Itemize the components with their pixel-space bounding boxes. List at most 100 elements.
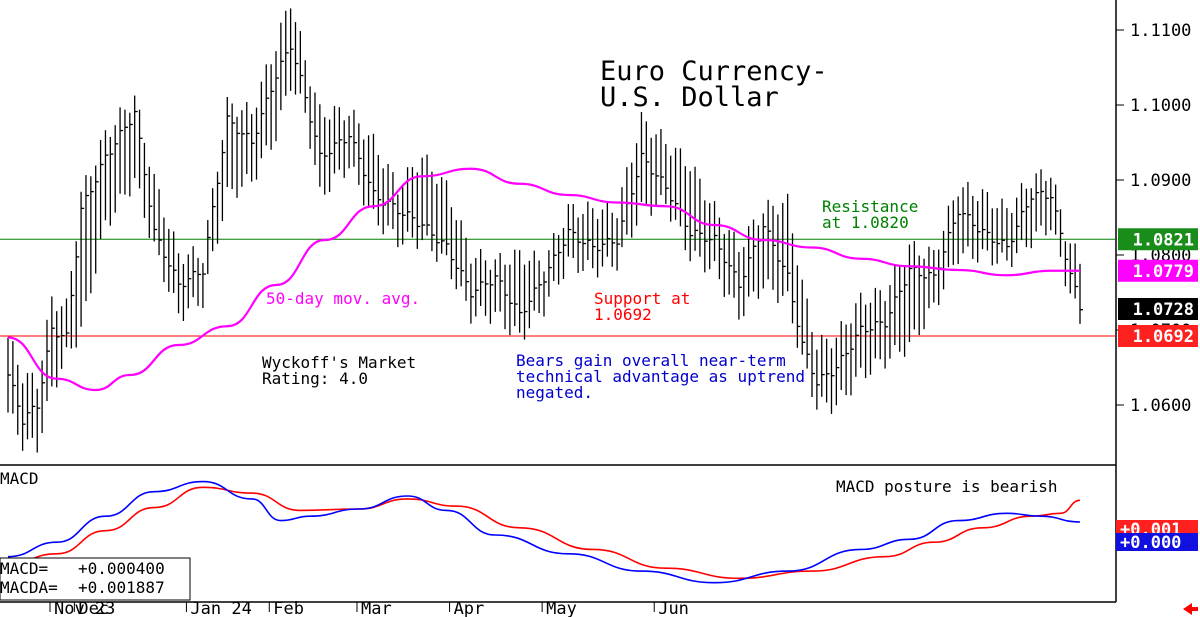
price-bar-125 — [616, 218, 621, 271]
rating-line1: Wyckoff's Market — [262, 353, 416, 372]
price-bar-109 — [538, 260, 543, 314]
last-price-tag-label: 1.0728 — [1133, 300, 1194, 320]
price-bar-130 — [640, 112, 645, 203]
price-bar-56 — [280, 22, 284, 111]
price-bar-121 — [596, 218, 601, 278]
price-bar-37 — [187, 254, 192, 309]
comment-line2: technical advantage as uptrend — [516, 367, 805, 386]
price-bar-48 — [241, 110, 245, 187]
price-bar-192 — [942, 230, 947, 290]
price-bar-117 — [577, 217, 582, 273]
price-bar-179 — [879, 290, 884, 360]
price-bar-170 — [835, 337, 840, 406]
price-bar-159 — [782, 202, 786, 296]
price-bar-51 — [255, 107, 260, 180]
price-bar-149 — [733, 231, 738, 298]
last-price-tag: 1.0728 — [1118, 298, 1198, 320]
price-bar-132 — [650, 137, 655, 216]
price-bar-157 — [772, 205, 777, 290]
price-bar-88 — [436, 183, 440, 262]
price-bar-124 — [611, 212, 616, 267]
price-bar-203 — [996, 208, 1001, 264]
moving-average-label: 50-day mov. avg. — [266, 289, 420, 308]
price-bar-199 — [977, 201, 981, 263]
price-bar-174 — [855, 303, 859, 377]
price-bar-217 — [1064, 241, 1069, 287]
price-bar-160 — [786, 193, 791, 292]
price-bar-23 — [119, 107, 124, 194]
macd-readout-box — [0, 557, 191, 601]
price-bar-184 — [903, 265, 908, 357]
price-bar-173 — [850, 323, 854, 396]
price-bars — [7, 8, 1083, 453]
price-bar-73 — [363, 139, 367, 206]
macda-readout-label: MACDA= — [0, 578, 58, 597]
price-bar-212 — [1040, 169, 1045, 226]
price-bar-19 — [99, 140, 104, 240]
price-bar-45 — [226, 96, 231, 187]
price-bar-165 — [811, 332, 815, 398]
price-bar-28 — [143, 142, 148, 218]
support-annotation-line2: 1.0692 — [594, 305, 652, 324]
price-bar-54 — [270, 64, 275, 150]
price-bar-100 — [494, 259, 499, 312]
price-bar-36 — [182, 263, 187, 321]
price-bar-105 — [518, 250, 523, 333]
price-bar-80 — [397, 194, 401, 248]
price-bar-213 — [1045, 180, 1049, 236]
price-bar-181 — [889, 285, 893, 359]
price-bar-64 — [319, 104, 323, 187]
resistance-price-tag: 1.0821 — [1118, 228, 1198, 251]
scroll-left-arrow-icon[interactable] — [1183, 603, 1198, 615]
price-bar-164 — [806, 298, 811, 369]
price-bar-95 — [470, 263, 474, 324]
price-bar-143 — [704, 200, 708, 273]
price-bar-55 — [275, 51, 279, 142]
price-tick-label-2: 1.0900 — [1130, 171, 1191, 191]
price-bar-82 — [406, 167, 411, 232]
price-bar-193 — [947, 205, 952, 268]
resistance-annotation-line1: Resistance — [822, 197, 918, 216]
price-bar-163 — [801, 279, 806, 355]
price-bar-60 — [299, 31, 304, 94]
price-bar-58 — [289, 8, 294, 91]
price-bar-40 — [202, 263, 206, 309]
price-bar-167 — [821, 334, 825, 397]
price-bar-207 — [1016, 197, 1020, 254]
month-label-2: Jan 24 — [190, 599, 251, 617]
price-bar-94 — [465, 237, 470, 301]
price-bar-129 — [635, 143, 640, 226]
price-bar-1 — [12, 341, 16, 414]
price-bar-49 — [246, 102, 250, 175]
price-bar-17 — [90, 176, 94, 294]
price-bar-146 — [718, 217, 723, 280]
price-bar-69 — [343, 120, 348, 178]
price-bar-11 — [60, 306, 65, 369]
price-bar-63 — [314, 92, 318, 165]
price-bar-62 — [309, 86, 314, 149]
price-bar-8 — [46, 319, 50, 402]
price-bar-115 — [567, 204, 572, 257]
price-bar-0 — [7, 337, 11, 413]
price-bar-144 — [709, 203, 713, 270]
price-bar-216 — [1059, 209, 1064, 257]
price-bar-204 — [1001, 198, 1006, 253]
price-bar-110 — [543, 271, 547, 317]
price-bar-210 — [1030, 188, 1035, 249]
chart-title-line2: U.S. Dollar — [600, 82, 779, 113]
moving-average-tag-label: 1.0779 — [1133, 262, 1194, 282]
price-bar-84 — [416, 172, 421, 249]
price-bar-22 — [114, 125, 119, 213]
price-bar-71 — [353, 109, 357, 167]
price-bar-5 — [31, 372, 36, 438]
moving-average-line — [7, 167, 1080, 392]
price-bar-102 — [504, 264, 509, 330]
price-bar-90 — [445, 180, 450, 256]
price-bar-101 — [499, 253, 504, 312]
price-bar-190 — [933, 250, 937, 303]
price-bar-59 — [294, 22, 299, 95]
macd-value-tag: +0.000 — [1116, 533, 1198, 553]
price-bar-112 — [553, 232, 557, 281]
price-bar-74 — [367, 135, 372, 206]
moving-average-price-tag: 1.0779 — [1118, 259, 1198, 282]
